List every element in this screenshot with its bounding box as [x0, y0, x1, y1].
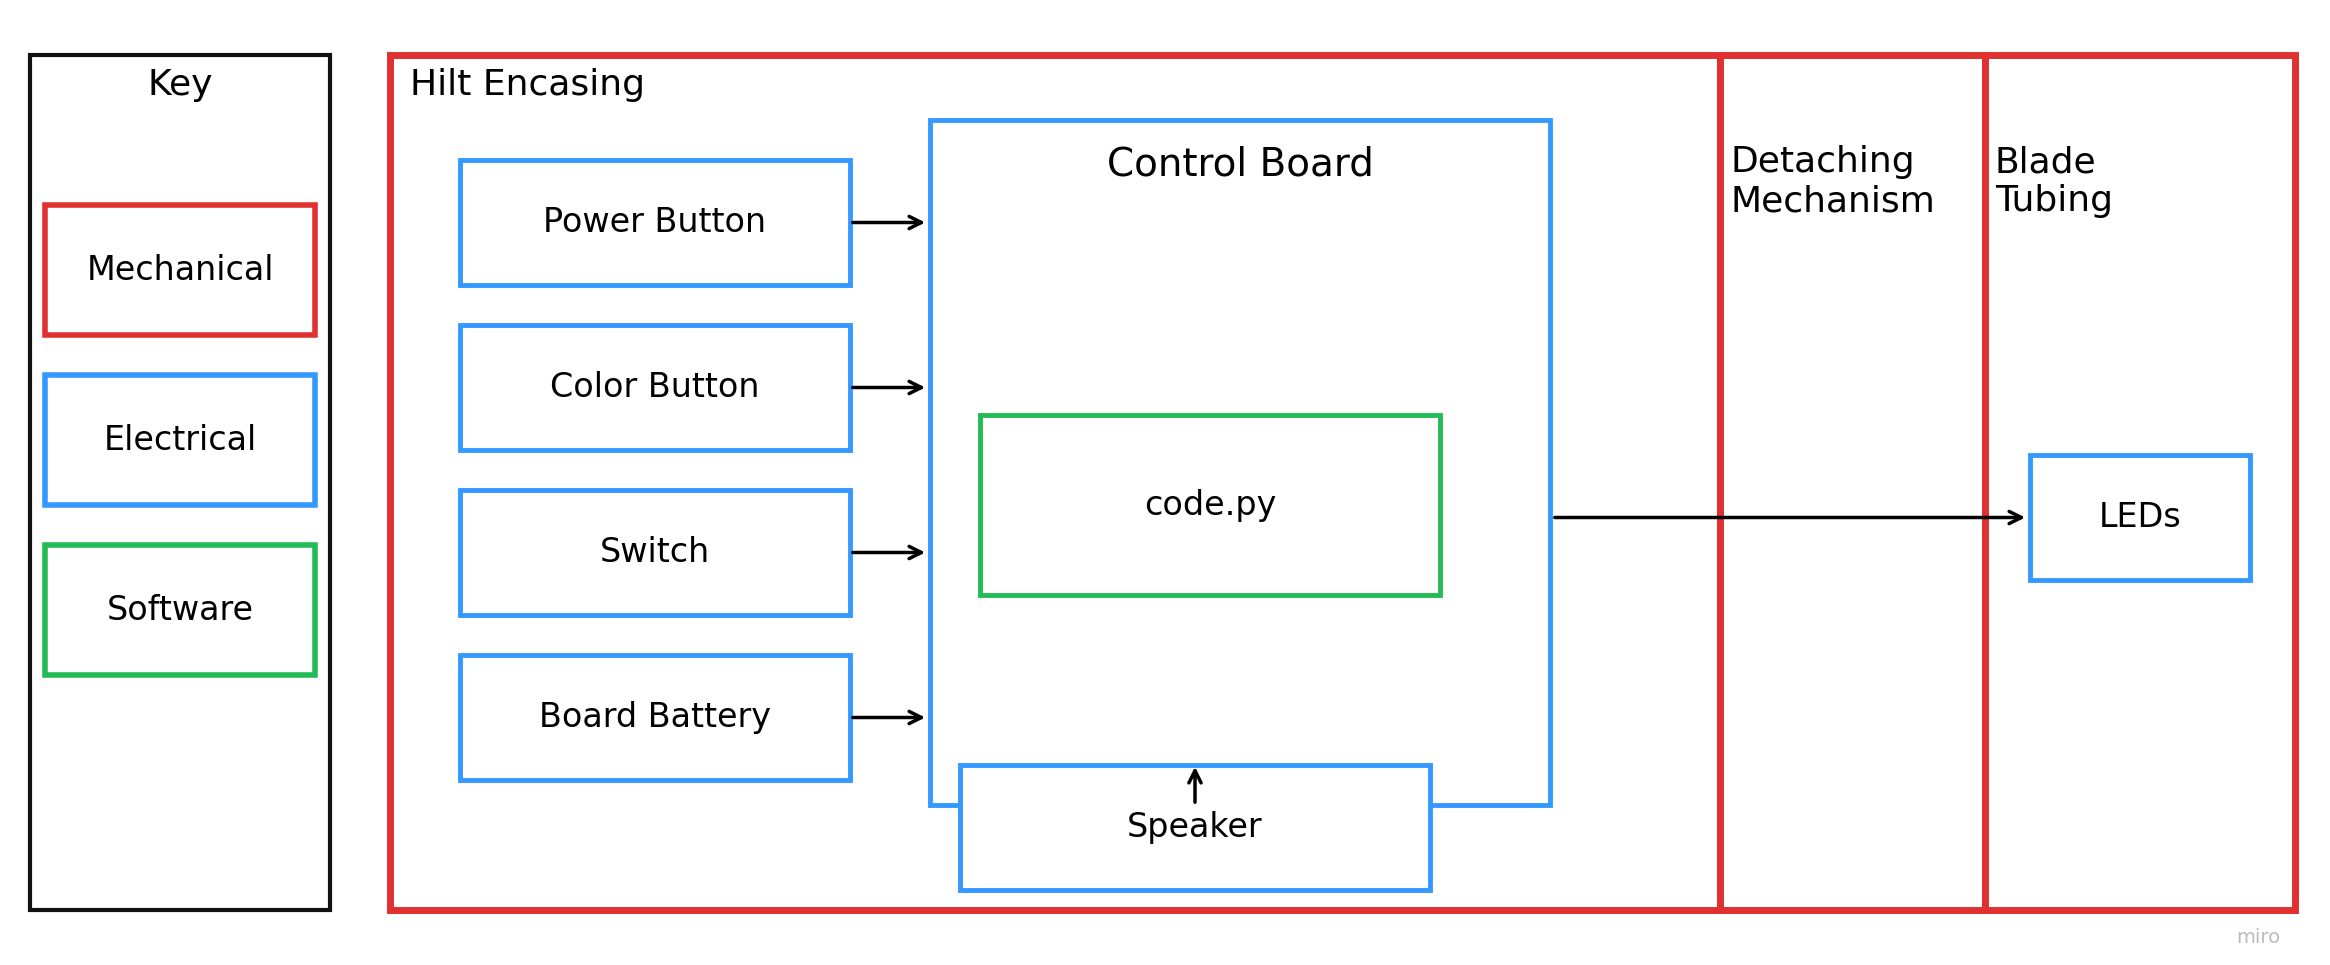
Bar: [44, 375, 315, 505]
Bar: [1720, 55, 1985, 910]
Text: Electrical: Electrical: [103, 424, 256, 456]
Text: Software: Software: [107, 593, 254, 626]
Bar: [44, 545, 315, 675]
Text: Control Board: Control Board: [1107, 146, 1372, 184]
Text: Board Battery: Board Battery: [538, 701, 771, 734]
Bar: [44, 205, 315, 335]
Bar: [2029, 455, 2251, 580]
Bar: [960, 765, 1431, 890]
Bar: [459, 160, 850, 285]
Bar: [981, 415, 1440, 595]
Text: Power Button: Power Button: [543, 206, 767, 239]
Text: Key: Key: [147, 68, 212, 102]
Text: Detaching
Mechanism: Detaching Mechanism: [1729, 145, 1934, 218]
Text: Mechanical: Mechanical: [86, 254, 273, 287]
Text: LEDs: LEDs: [2099, 501, 2181, 534]
Bar: [459, 490, 850, 615]
Bar: [389, 55, 1720, 910]
Bar: [930, 120, 1549, 805]
Bar: [459, 655, 850, 780]
Bar: [30, 55, 331, 910]
Bar: [459, 325, 850, 450]
Text: code.py: code.py: [1144, 488, 1277, 521]
Text: Blade
Tubing: Blade Tubing: [1994, 145, 2113, 218]
Text: miro: miro: [2237, 928, 2281, 947]
Text: Speaker: Speaker: [1128, 811, 1263, 844]
Text: Hilt Encasing: Hilt Encasing: [410, 68, 645, 102]
Bar: [1985, 55, 2295, 910]
Text: Switch: Switch: [599, 536, 711, 569]
Text: Color Button: Color Button: [550, 371, 760, 404]
